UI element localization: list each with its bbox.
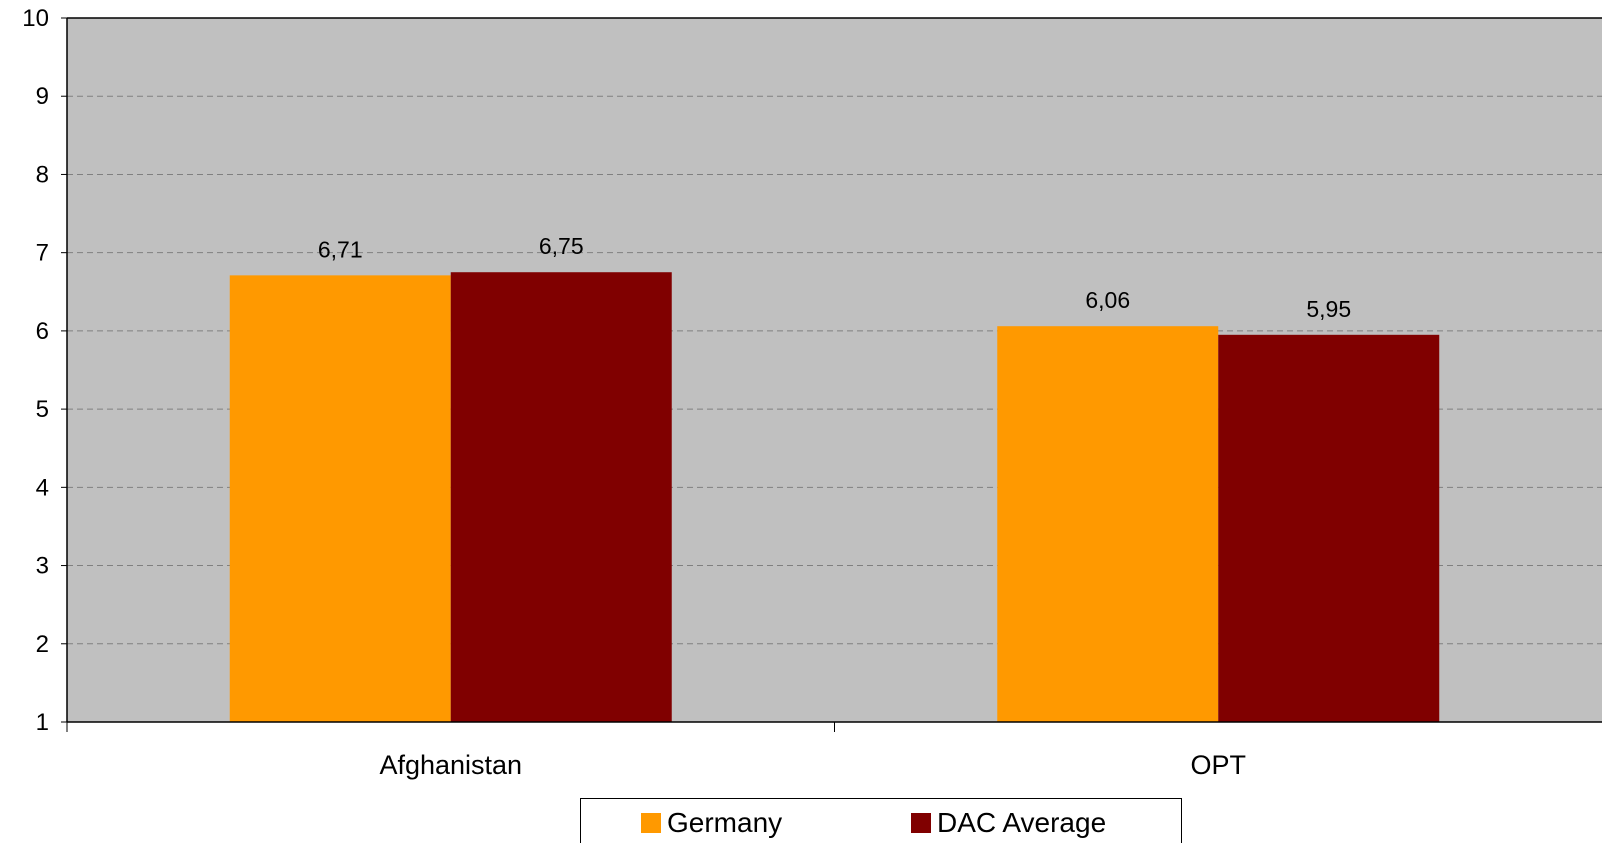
- labels: Afghanistan 6,71 6,75 OPT 6,06 5,95: [318, 233, 1351, 780]
- y-tick-label: 8: [36, 161, 49, 188]
- x-tick-label: OPT: [1190, 750, 1246, 780]
- y-tick-label: 5: [36, 396, 49, 423]
- data-label: 6,06: [1085, 287, 1130, 313]
- legend-item-dac-average: DAC Average: [911, 809, 1106, 837]
- legend-swatch-dac-average: [911, 813, 931, 833]
- legend-item-germany: Germany: [641, 809, 782, 837]
- y-tick-label: 6: [36, 318, 49, 345]
- y-tick-label: 1: [36, 709, 49, 736]
- bar-dac-average-opt: [1218, 334, 1440, 722]
- legend-swatch-germany: [641, 813, 661, 833]
- y-tick-label: 4: [36, 474, 49, 501]
- bars: [229, 272, 1440, 722]
- bar-dac-average-afghanistan: [450, 272, 672, 722]
- y-tick-label: 10: [22, 5, 49, 32]
- x-tick-label: Afghanistan: [379, 750, 522, 780]
- y-tick-label: 9: [36, 83, 49, 110]
- bar-germany-opt: [997, 326, 1219, 722]
- legend: Germany DAC Average: [580, 798, 1182, 843]
- data-label: 6,71: [318, 236, 363, 262]
- legend-label-dac-average: DAC Average: [937, 807, 1107, 838]
- legend-label-germany: Germany: [667, 807, 783, 838]
- y-tick-label: 2: [36, 631, 49, 658]
- data-label: 6,75: [539, 233, 584, 259]
- y-tick-label: 7: [36, 240, 49, 267]
- y-tick-label: 3: [36, 553, 49, 580]
- data-label: 5,95: [1306, 296, 1351, 322]
- bar-germany-afghanistan: [229, 275, 451, 722]
- axes: 1 2 3 4 5 6 7 8 9 10: [22, 5, 1602, 736]
